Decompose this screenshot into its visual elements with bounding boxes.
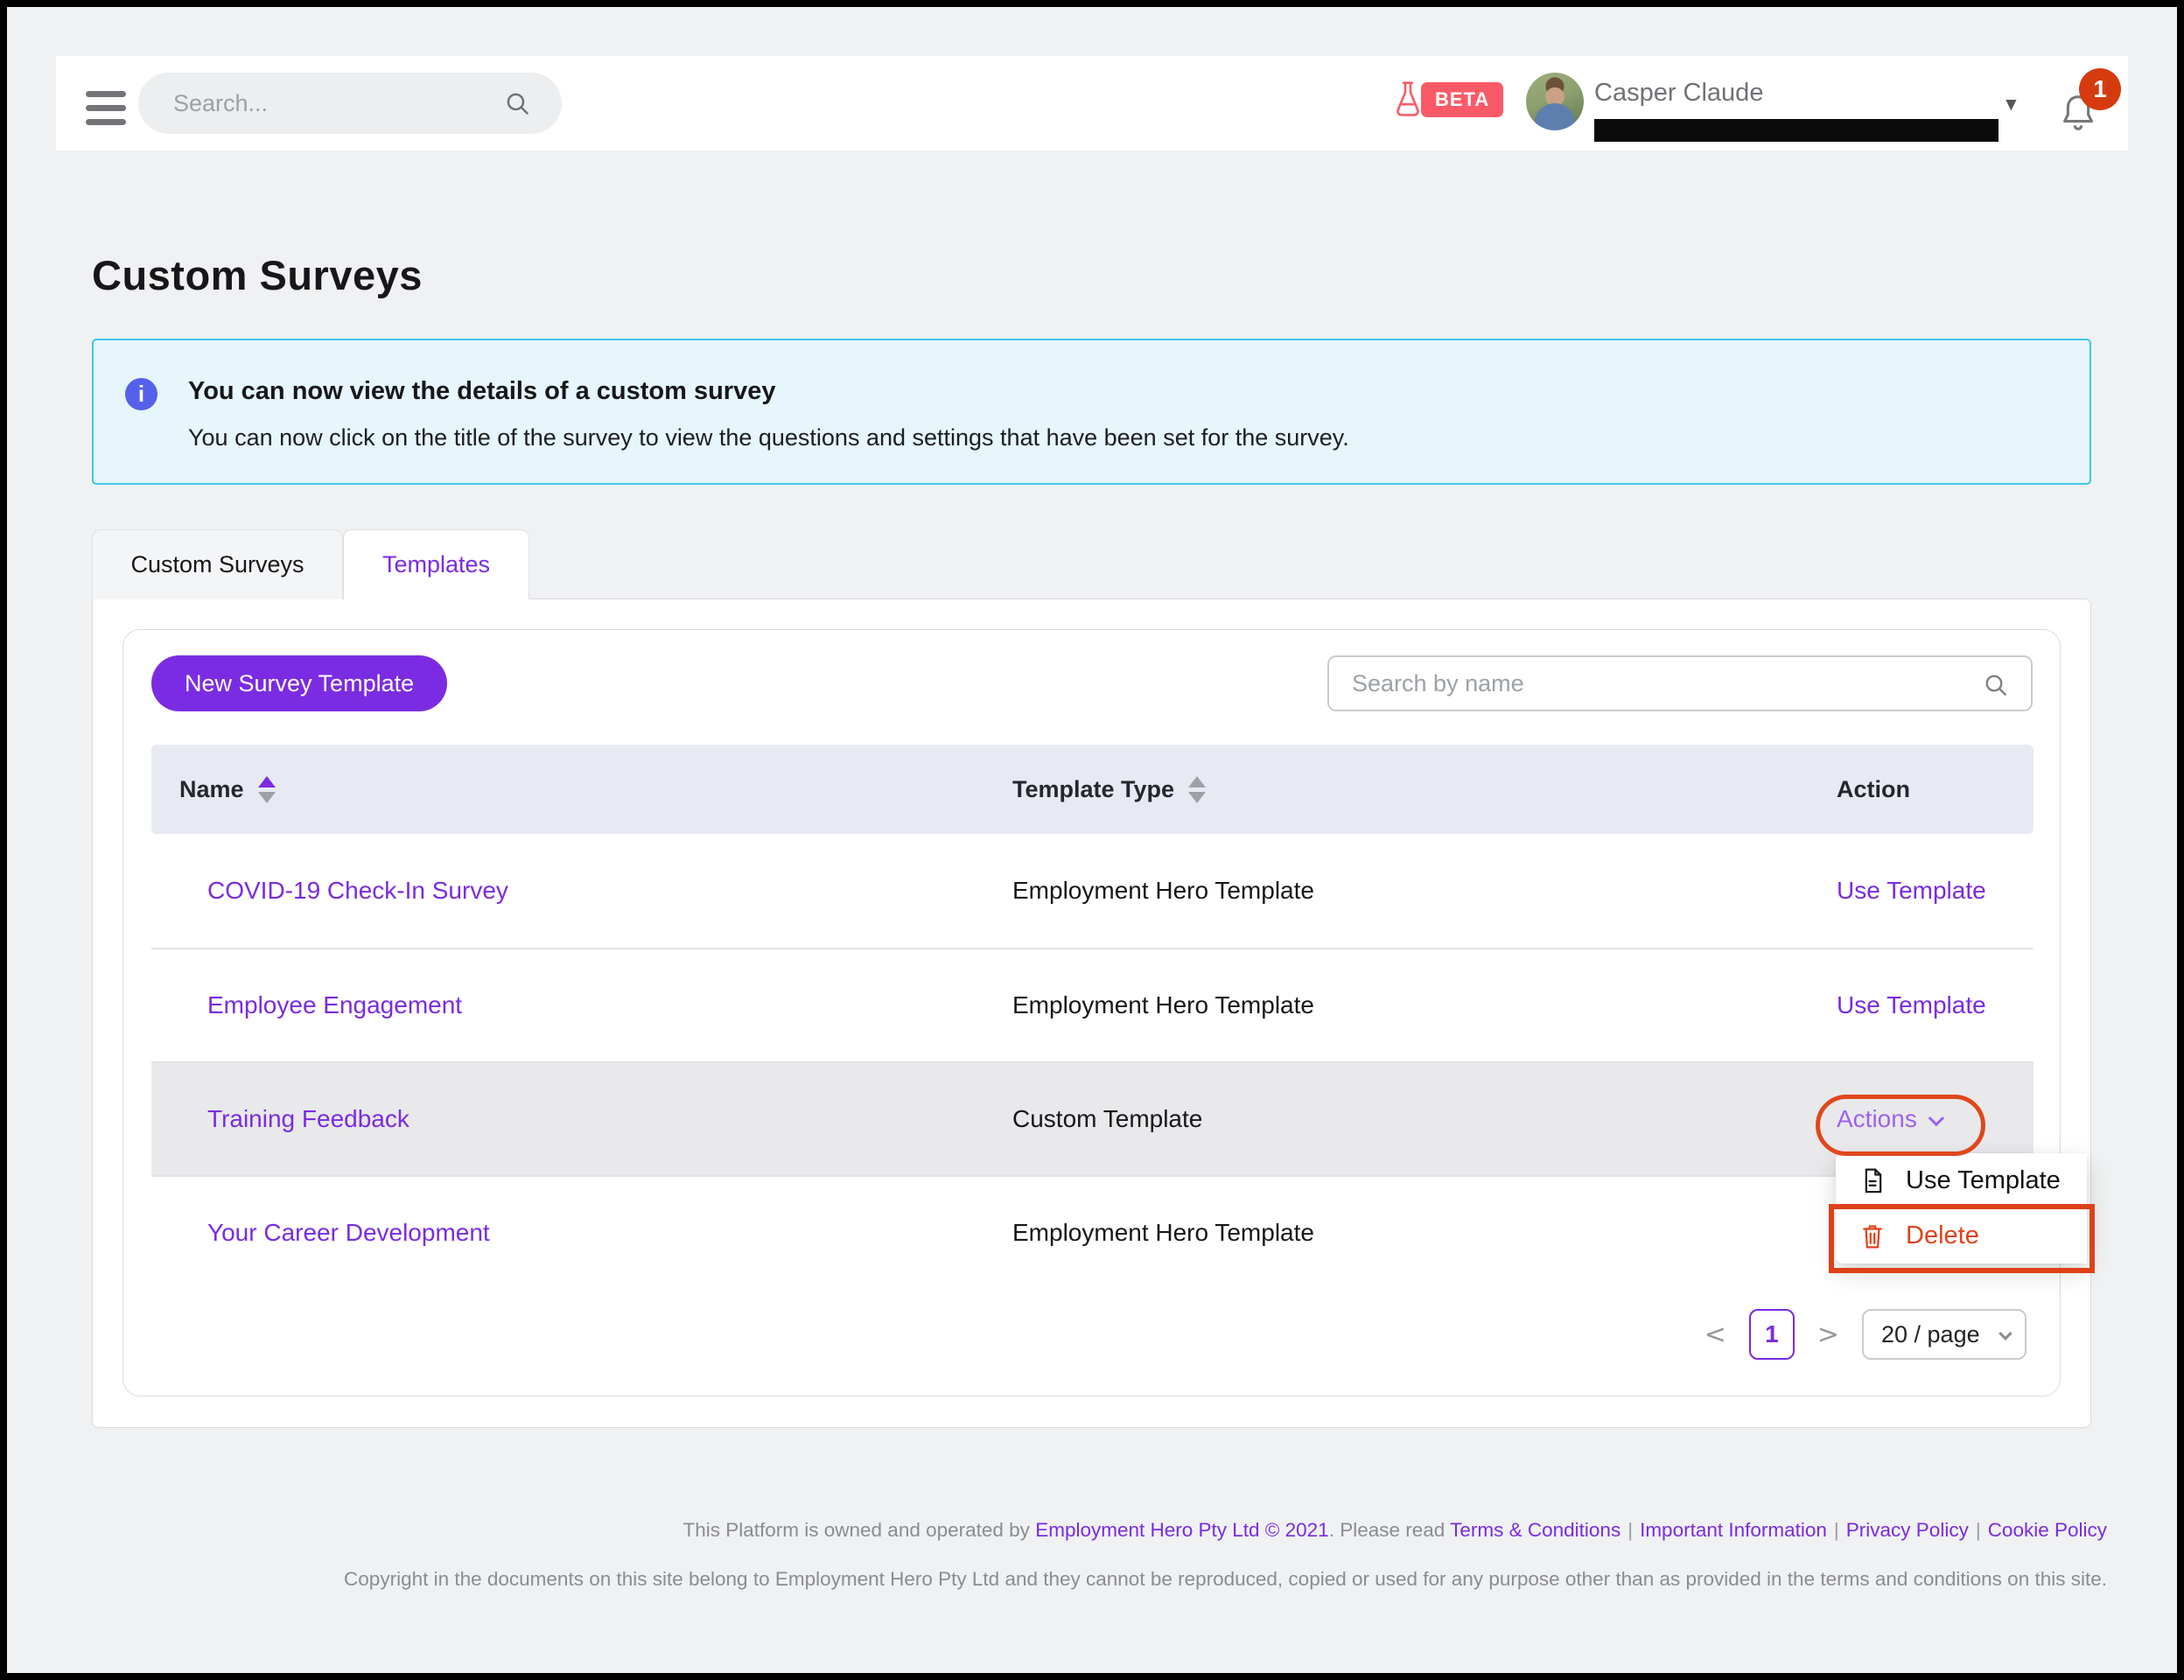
info-banner: i You can now view the details of a cust… <box>92 339 2091 485</box>
beta-flask-icon <box>1390 79 1426 119</box>
template-type: Custom Template <box>1012 1105 1203 1132</box>
column-header-name[interactable]: Name <box>151 775 1012 803</box>
page: BETA Casper Claude ▼ 1 Custom Surveys i … <box>7 7 2177 1673</box>
info-banner-body: You can now click on the title of the su… <box>188 424 1349 451</box>
use-template-link[interactable]: Use Template <box>1837 991 1986 1018</box>
info-banner-title: You can now view the details of a custom… <box>188 377 776 405</box>
template-name-link[interactable]: Employee Engagement <box>207 991 463 1018</box>
menu-item-use-template[interactable]: Use Template <box>1836 1153 2087 1208</box>
table-header-row: Name Template Type Action <box>151 745 2034 834</box>
actions-dropdown-trigger[interactable]: Actions <box>1837 1105 1944 1133</box>
current-page-button[interactable]: 1 <box>1748 1309 1795 1360</box>
topbar: BETA Casper Claude ▼ 1 <box>56 56 2128 150</box>
important-information-link[interactable]: Important Information <box>1640 1519 1827 1541</box>
template-search-input[interactable] <box>1329 657 2031 710</box>
next-page-button[interactable]: > <box>1816 1319 1839 1350</box>
table-row: Your Career Development Employment Hero … <box>151 1175 2034 1289</box>
terms-conditions-link[interactable]: Terms & Conditions <box>1450 1519 1621 1541</box>
template-name-link[interactable]: Training Feedback <box>207 1105 410 1132</box>
footer: This Platform is owned and operated by E… <box>344 1517 2107 1592</box>
templates-card: New Survey Template Name <box>122 629 2061 1396</box>
sort-icon[interactable] <box>257 775 276 803</box>
column-header-action: Action <box>1837 775 1910 802</box>
template-type: Employment Hero Template <box>1012 877 1314 904</box>
cookie-policy-link[interactable]: Cookie Policy <box>1987 1519 2107 1541</box>
hamburger-menu-icon[interactable] <box>86 91 126 126</box>
employment-hero-link[interactable]: Employment Hero Pty Ltd © 2021 <box>1035 1519 1329 1541</box>
template-name-link[interactable]: COVID-19 Check-In Survey <box>207 877 508 904</box>
user-name: Casper Claude <box>1594 79 1764 107</box>
tab-custom-surveys[interactable]: Custom Surveys <box>92 529 343 599</box>
user-menu-caret-icon[interactable]: ▼ <box>2002 94 2020 115</box>
use-template-link[interactable]: Use Template <box>1837 877 1986 904</box>
pagination: < 1 > 20 / page <box>1704 1309 2026 1360</box>
beta-badge: BETA <box>1421 82 1504 117</box>
notification-count-badge[interactable]: 1 <box>2079 68 2121 110</box>
chevron-down-icon <box>1928 1110 1944 1126</box>
search-icon <box>503 89 532 118</box>
global-search <box>138 73 562 134</box>
info-icon: i <box>125 378 158 410</box>
privacy-policy-link[interactable]: Privacy Policy <box>1845 1519 1969 1541</box>
template-type: Employment Hero Template <box>1012 1219 1314 1246</box>
templates-table: Name Template Type Action COVID-19 Check… <box>151 745 2034 1289</box>
templates-panel: New Survey Template Name <box>92 598 2091 1428</box>
table-row-highlighted: Training Feedback Custom Template Action… <box>151 1061 2034 1175</box>
sort-icon[interactable] <box>1188 775 1207 803</box>
menu-item-delete[interactable]: Delete <box>1836 1208 2087 1264</box>
trash-icon <box>1858 1222 1886 1251</box>
chevron-down-icon <box>1998 1326 2012 1340</box>
previous-page-button[interactable]: < <box>1704 1319 1726 1350</box>
tab-templates[interactable]: Templates <box>343 529 529 599</box>
redacted-user-detail <box>1594 119 1998 142</box>
table-row: Employee Engagement Employment Hero Temp… <box>151 948 2034 1061</box>
template-type: Employment Hero Template <box>1012 991 1314 1018</box>
search-icon <box>1982 671 2010 699</box>
column-header-template-type[interactable]: Template Type <box>1012 775 1837 803</box>
document-icon <box>1858 1166 1886 1196</box>
page-title: Custom Surveys <box>92 252 423 299</box>
global-search-input[interactable] <box>138 73 562 134</box>
template-search <box>1327 655 2033 711</box>
page-size-select[interactable]: 20 / page <box>1862 1309 2026 1360</box>
new-survey-template-button[interactable]: New Survey Template <box>151 655 448 711</box>
user-avatar[interactable] <box>1526 73 1584 130</box>
template-name-link[interactable]: Your Career Development <box>207 1219 490 1246</box>
footer-copyright-line: Copyright in the documents on this site … <box>344 1568 2107 1590</box>
actions-dropdown-menu: Use Template Delete <box>1836 1153 2087 1264</box>
footer-legal-line: This Platform is owned and operated by E… <box>682 1519 2107 1541</box>
table-row: COVID-19 Check-In Survey Employment Hero… <box>151 834 2034 948</box>
